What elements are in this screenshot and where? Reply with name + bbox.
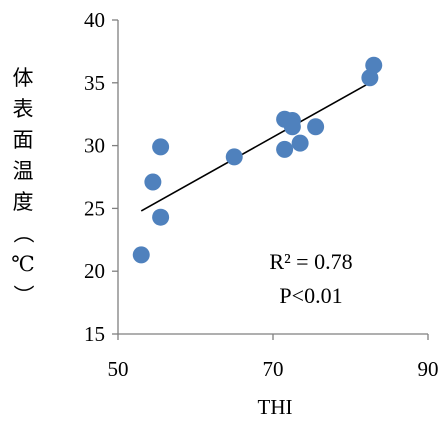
data-point: [283, 118, 301, 136]
data-point: [291, 134, 309, 152]
y-axis-title-char: 温: [13, 159, 34, 183]
data-point: [144, 173, 162, 191]
y-axis-title-char: 体: [13, 66, 34, 90]
data-point: [225, 148, 243, 166]
trend-line: [140, 82, 371, 212]
data-point: [132, 246, 150, 264]
y-tick-label: 15: [84, 322, 105, 346]
data-point: [307, 118, 325, 136]
data-points: [132, 56, 383, 264]
data-point: [152, 138, 170, 156]
x-axis-title: THI: [258, 395, 293, 419]
y-axis-title-char: （: [11, 223, 35, 244]
y-axis-title-char: 面: [13, 128, 34, 152]
x-tick-label: 50: [108, 357, 129, 381]
y-tick-label: 30: [84, 134, 105, 158]
data-point: [152, 208, 170, 226]
p-value-label: P<0.01: [279, 283, 342, 308]
y-tick-label: 35: [84, 71, 105, 95]
y-axis-ticks: 15 20 25 30 35 40: [84, 8, 118, 346]
r-squared-label: R² = 0.78: [269, 249, 352, 274]
x-axis-ticks: 50 70 90: [108, 334, 439, 381]
data-point: [276, 140, 294, 158]
y-axis-title-char: 度: [13, 190, 34, 214]
y-tick-label: 25: [84, 196, 105, 220]
data-point: [365, 56, 383, 74]
x-tick-label: 70: [263, 357, 284, 381]
y-tick-label: 40: [84, 8, 105, 32]
y-axis-title-char: ）: [11, 285, 35, 306]
y-axis-title-char: ℃: [11, 252, 35, 276]
x-tick-label: 90: [418, 357, 439, 381]
y-tick-label: 20: [84, 259, 105, 283]
y-axis-title-char: 表: [13, 97, 34, 121]
